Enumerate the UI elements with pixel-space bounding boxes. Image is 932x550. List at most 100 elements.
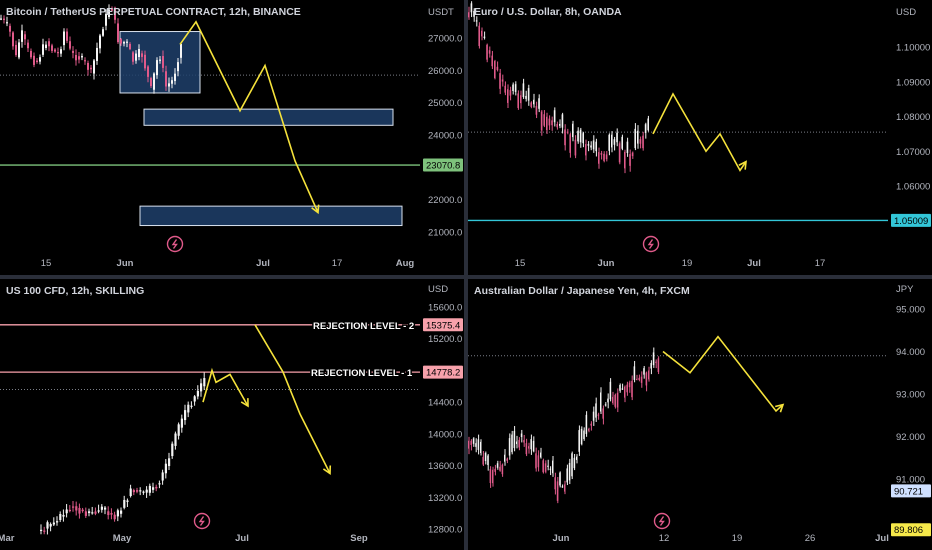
lightning-icon[interactable] (653, 512, 671, 530)
candle (96, 47, 98, 61)
candle (12, 32, 14, 47)
eurusd-chart-svg[interactable]: Euro / U.S. Dollar, 8h, OANDA USD 1.10000 1… (468, 0, 932, 275)
projection-path (652, 92, 747, 172)
candle (571, 453, 573, 477)
rejection-level-label: REJECTION LEVEL - 2 (313, 321, 414, 332)
candle (136, 490, 139, 492)
candle (597, 414, 600, 416)
candle (602, 408, 604, 419)
candle (530, 439, 532, 450)
lightning-icon[interactable] (642, 235, 660, 253)
time-tick-label: Jul (235, 533, 249, 544)
candle (624, 386, 626, 398)
price-tick-label: 26000.0 (428, 66, 462, 77)
price-tick-label: 95.000 (896, 305, 925, 316)
candle (477, 439, 480, 450)
price-tick-label: 14000.0 (428, 429, 462, 440)
candle (514, 84, 517, 92)
candle (129, 488, 132, 497)
candle (72, 506, 75, 508)
candle (75, 506, 78, 511)
candle (587, 144, 590, 146)
candle (569, 134, 571, 153)
candle (523, 440, 525, 443)
audjpy-chart-pane[interactable]: Australian Dollar / Japanese Yen, 4h, FX… (468, 279, 932, 550)
btc-plot (0, 4, 420, 227)
candle (616, 132, 618, 143)
btc-chart-svg[interactable]: Bitcoin / TetherUS PERPETUAL CONTRACT, 1… (0, 0, 464, 275)
candle (114, 7, 116, 20)
candle (18, 42, 20, 58)
eurusd-chart-pane[interactable]: Euro / U.S. Dollar, 8h, OANDA USD 1.10000 1… (468, 0, 932, 275)
lightning-icon[interactable] (193, 512, 211, 530)
price-tick-label: 12800.0 (428, 525, 462, 536)
audjpy-chart-svg[interactable]: Australian Dollar / Japanese Yen, 4h, FX… (468, 279, 932, 550)
price-badge-label: 14778.2 (426, 368, 460, 379)
candle (551, 120, 553, 126)
lightning-icon[interactable] (166, 235, 184, 253)
candle (193, 396, 196, 402)
candle (475, 443, 477, 447)
price-badge (423, 365, 463, 379)
candle (572, 123, 574, 138)
candle (580, 428, 583, 445)
projection-arrowhead (322, 465, 332, 475)
candle (144, 54, 146, 69)
candle (168, 458, 171, 467)
candle (60, 49, 62, 54)
lightning-glyph (647, 239, 654, 249)
candle (141, 53, 143, 57)
time-tick-label: 15 (515, 258, 526, 269)
candle (132, 52, 134, 62)
candle (162, 56, 164, 68)
candle (652, 352, 655, 366)
btc-chart-pane[interactable]: Bitcoin / TetherUS PERPETUAL CONTRACT, 1… (0, 0, 464, 275)
candle (81, 509, 84, 512)
price-tick-label: 21000.0 (428, 228, 462, 239)
candle (473, 10, 475, 17)
supply-demand-zone[interactable] (143, 108, 394, 126)
candle (43, 530, 46, 532)
candle (470, 440, 472, 445)
candle (614, 394, 616, 407)
us100-chart-svg[interactable]: REJECTION LEVEL - 2 REJECTION LEVEL - 1 US… (0, 279, 464, 550)
candle (533, 99, 535, 105)
candle (501, 79, 504, 82)
candle (548, 118, 551, 126)
candle (607, 398, 609, 403)
candle (636, 378, 638, 381)
candle (556, 124, 558, 128)
price-tick-label: 1.08000 (896, 112, 930, 123)
time-tick-label: Jun (117, 258, 134, 269)
candle (501, 464, 504, 475)
candle (489, 469, 492, 484)
time-tick-label: Jun (598, 258, 615, 269)
candle (547, 465, 549, 467)
lightning-glyph (198, 516, 205, 526)
candle (544, 463, 547, 472)
price-badge (891, 484, 931, 498)
candle (48, 41, 50, 47)
candle (165, 71, 167, 87)
candle (486, 44, 488, 60)
projection-path (202, 367, 249, 407)
candle (590, 423, 592, 426)
candle (487, 455, 489, 466)
candle (537, 455, 540, 468)
us100-chart-pane[interactable]: REJECTION LEVEL - 2 REJECTION LEVEL - 1 US… (0, 279, 464, 550)
candle (123, 42, 125, 44)
candle (624, 151, 626, 169)
time-tick-label: May (113, 533, 132, 544)
pane-divider-horizontal[interactable] (0, 275, 932, 279)
candle (84, 511, 87, 516)
candle (573, 457, 576, 469)
candle (120, 39, 122, 44)
candle (508, 438, 511, 456)
supply-demand-zone[interactable] (139, 205, 403, 227)
candle (530, 102, 532, 107)
candle (637, 130, 639, 144)
candle (496, 66, 499, 71)
candle (590, 145, 592, 148)
candle (559, 124, 561, 126)
time-tick-label: 12 (659, 533, 670, 544)
